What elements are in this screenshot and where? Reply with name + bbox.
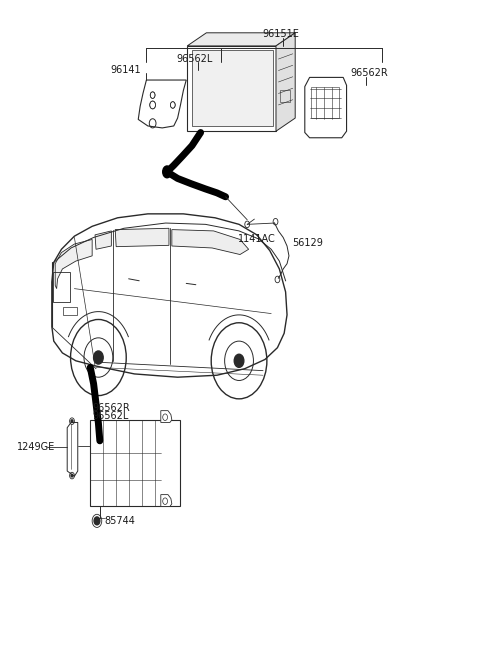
Polygon shape [55,239,92,289]
Polygon shape [138,80,186,128]
Circle shape [94,351,103,364]
Circle shape [71,420,73,422]
Text: 1249GE: 1249GE [17,442,55,453]
Bar [187,46,276,131]
Circle shape [163,166,171,178]
Polygon shape [187,33,295,46]
Bar [192,50,273,126]
Polygon shape [161,411,172,422]
Text: 85744: 85744 [105,516,135,526]
Text: 96562L: 96562L [92,411,129,421]
Bar [53,272,70,302]
Polygon shape [305,77,347,138]
Text: 96562R: 96562R [350,68,388,79]
Text: 1141AC: 1141AC [238,234,276,245]
Circle shape [71,474,73,477]
Bar [90,420,180,506]
Polygon shape [115,228,169,247]
Polygon shape [52,214,287,377]
Text: 56129: 56129 [292,237,323,248]
Text: 96562L: 96562L [177,54,213,64]
Text: 96141: 96141 [110,65,141,75]
Polygon shape [161,495,172,506]
Bar [63,307,77,315]
Polygon shape [276,33,295,131]
Text: 96151E: 96151E [262,29,299,39]
Circle shape [234,354,244,367]
Circle shape [94,517,100,525]
Polygon shape [95,231,111,249]
Text: 96562R: 96562R [92,403,130,413]
Polygon shape [172,230,249,255]
Polygon shape [67,422,78,476]
Bar [280,90,290,102]
Bar [311,87,339,118]
